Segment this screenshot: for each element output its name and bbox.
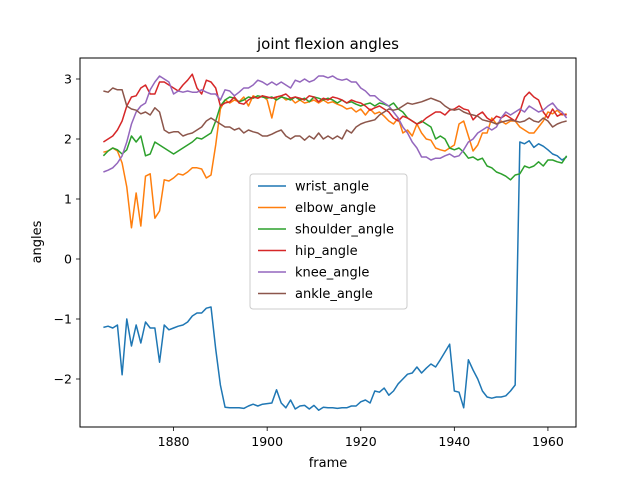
series-line-hip-angle bbox=[102, 73, 567, 143]
legend-label-elbow-angle: elbow_angle bbox=[295, 201, 376, 216]
legend-frame bbox=[249, 173, 408, 310]
y-tick-label: 0 bbox=[64, 252, 72, 267]
y-tick-label: 3 bbox=[64, 72, 72, 87]
series-line-knee-angle bbox=[103, 75, 568, 173]
x-tick-label: 1920 bbox=[345, 434, 377, 449]
legend-label-shoulder-angle: shoulder_angle bbox=[295, 223, 394, 238]
y-tick-label: −1 bbox=[54, 312, 72, 327]
legend-label-hip-angle: hip_angle bbox=[295, 244, 358, 259]
plot-area-frame bbox=[79, 57, 577, 428]
y-tick-label: −2 bbox=[54, 372, 72, 387]
legend: wrist_angle elbow_angle shoulder_angle hip_… bbox=[249, 173, 408, 310]
series-lines bbox=[102, 73, 568, 411]
chart-title: joint flexion angles bbox=[256, 35, 399, 53]
x-tick-label: 1960 bbox=[532, 434, 564, 449]
legend-label-wrist-angle: wrist_angle bbox=[295, 180, 369, 195]
x-tick-label: 1940 bbox=[438, 434, 470, 449]
x-tick-label: 1900 bbox=[251, 434, 283, 449]
y-axis-ticks: −2 −1 0 1 2 3 bbox=[54, 72, 80, 387]
series-line-shoulder-angle bbox=[102, 95, 568, 181]
x-axis-label: frame bbox=[309, 456, 348, 471]
legend-label-knee-angle: knee_angle bbox=[295, 266, 369, 281]
x-tick-label: 1880 bbox=[158, 434, 190, 449]
y-tick-label: 2 bbox=[64, 132, 72, 147]
series-line-ankle-angle bbox=[103, 87, 567, 141]
series-line-wrist-angle bbox=[103, 140, 568, 411]
legend-label-ankle-angle: ankle_angle bbox=[295, 287, 373, 302]
series-line-elbow-angle bbox=[103, 95, 567, 229]
x-axis-ticks: 1880 1900 1920 1940 1960 bbox=[158, 427, 564, 449]
y-axis-label: angles bbox=[30, 220, 45, 263]
y-tick-label: 1 bbox=[64, 192, 72, 207]
